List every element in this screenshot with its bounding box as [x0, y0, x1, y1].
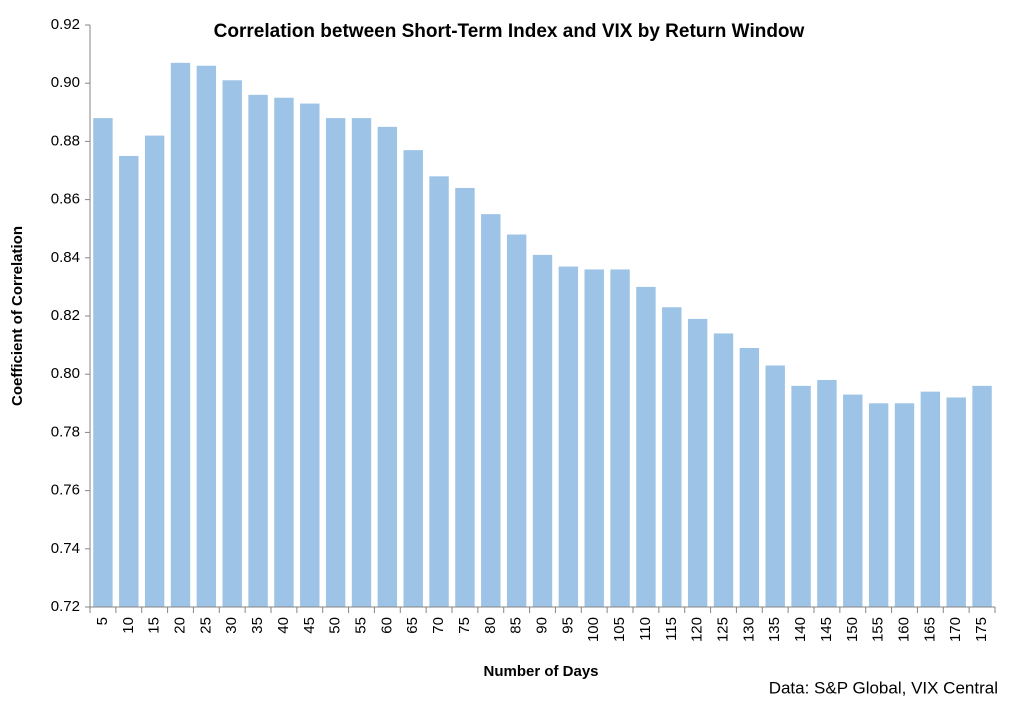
- bar: [222, 80, 242, 608]
- y-tick-label: 0.86: [51, 191, 80, 208]
- bar: [532, 254, 553, 607]
- bar: [170, 62, 191, 607]
- y-tick-label: 0.90: [51, 74, 80, 91]
- x-tick-label: 110: [637, 617, 654, 641]
- bar: [687, 318, 708, 607]
- y-axis-title: Coefficient of Correlation: [9, 226, 26, 406]
- bar: [429, 176, 449, 607]
- bar: [946, 397, 966, 607]
- x-tick-label: 15: [146, 617, 163, 634]
- bar: [739, 348, 760, 607]
- x-tick-label: 30: [223, 617, 240, 634]
- y-tick-label: 0.78: [51, 423, 80, 440]
- x-tick-label: 65: [404, 617, 421, 634]
- x-tick-label: 10: [120, 617, 137, 634]
- x-tick-label: 175: [973, 617, 990, 642]
- bar: [662, 307, 682, 607]
- bar: [325, 118, 346, 608]
- x-tick-label: 155: [870, 617, 887, 642]
- x-tick-label: 160: [895, 617, 912, 642]
- x-tick-label: 165: [921, 617, 938, 642]
- x-tick-label: 80: [482, 617, 499, 634]
- bar: [300, 103, 320, 607]
- y-tick-label: 0.74: [51, 540, 80, 557]
- bar: [196, 65, 217, 608]
- y-tick-label: 0.76: [51, 482, 80, 499]
- x-tick-label: 105: [611, 617, 628, 642]
- x-tick-label: 90: [533, 617, 550, 634]
- x-tick-label: 5: [94, 617, 111, 625]
- bar: [636, 286, 656, 607]
- bar: [894, 403, 915, 607]
- bar: [403, 150, 423, 607]
- bar: [93, 118, 113, 608]
- x-tick-label: 75: [456, 617, 473, 634]
- bar: [144, 135, 165, 607]
- x-tick-label: 115: [663, 617, 680, 641]
- x-tick-label: 35: [249, 617, 266, 634]
- x-tick-label: 45: [301, 617, 318, 634]
- x-tick-label: 50: [327, 617, 344, 634]
- bar: [610, 269, 630, 607]
- source-note: Data: S&P Global, VIX Central: [769, 678, 998, 697]
- x-tick-label: 120: [689, 617, 706, 642]
- bar: [920, 391, 941, 607]
- x-tick-label: 40: [275, 617, 292, 634]
- bar: [713, 333, 734, 607]
- bar: [119, 155, 139, 607]
- bar: [506, 234, 527, 607]
- bar: [868, 403, 889, 607]
- bar: [481, 214, 501, 607]
- bar: [558, 266, 579, 607]
- x-tick-label: 95: [559, 617, 576, 634]
- x-axis-title: Number of Days: [483, 663, 598, 680]
- bar: [377, 126, 398, 607]
- x-tick-label: 20: [171, 617, 188, 634]
- x-tick-label: 100: [585, 617, 602, 642]
- x-tick-label: 150: [844, 617, 861, 642]
- bar: [765, 365, 785, 607]
- bar: [455, 187, 475, 607]
- x-tick-label: 70: [430, 617, 447, 634]
- y-tick-label: 0.92: [51, 16, 80, 33]
- bar: [843, 394, 863, 607]
- x-tick-label: 60: [378, 617, 395, 634]
- bar: [817, 380, 837, 607]
- bar: [351, 118, 372, 608]
- x-tick-label: 55: [352, 617, 369, 634]
- x-tick-label: 25: [197, 617, 214, 634]
- y-tick-label: 0.88: [51, 132, 80, 149]
- y-tick-label: 0.72: [51, 598, 80, 615]
- bar: [791, 385, 811, 607]
- x-tick-label: 85: [508, 617, 525, 634]
- x-tick-label: 135: [766, 617, 783, 642]
- x-tick-label: 125: [714, 617, 731, 642]
- x-tick-label: 170: [947, 617, 964, 642]
- bar: [248, 94, 268, 608]
- bar: [274, 97, 294, 607]
- x-tick-label: 140: [792, 617, 809, 642]
- y-tick-label: 0.80: [51, 365, 80, 382]
- x-tick-label: 130: [740, 617, 757, 642]
- bar: [972, 385, 992, 607]
- y-tick-label: 0.84: [51, 249, 80, 266]
- x-tick-label: 145: [818, 617, 835, 642]
- chart-title: Correlation between Short-Term Index and…: [214, 21, 805, 42]
- bar: [584, 269, 604, 607]
- y-tick-label: 0.82: [51, 307, 80, 324]
